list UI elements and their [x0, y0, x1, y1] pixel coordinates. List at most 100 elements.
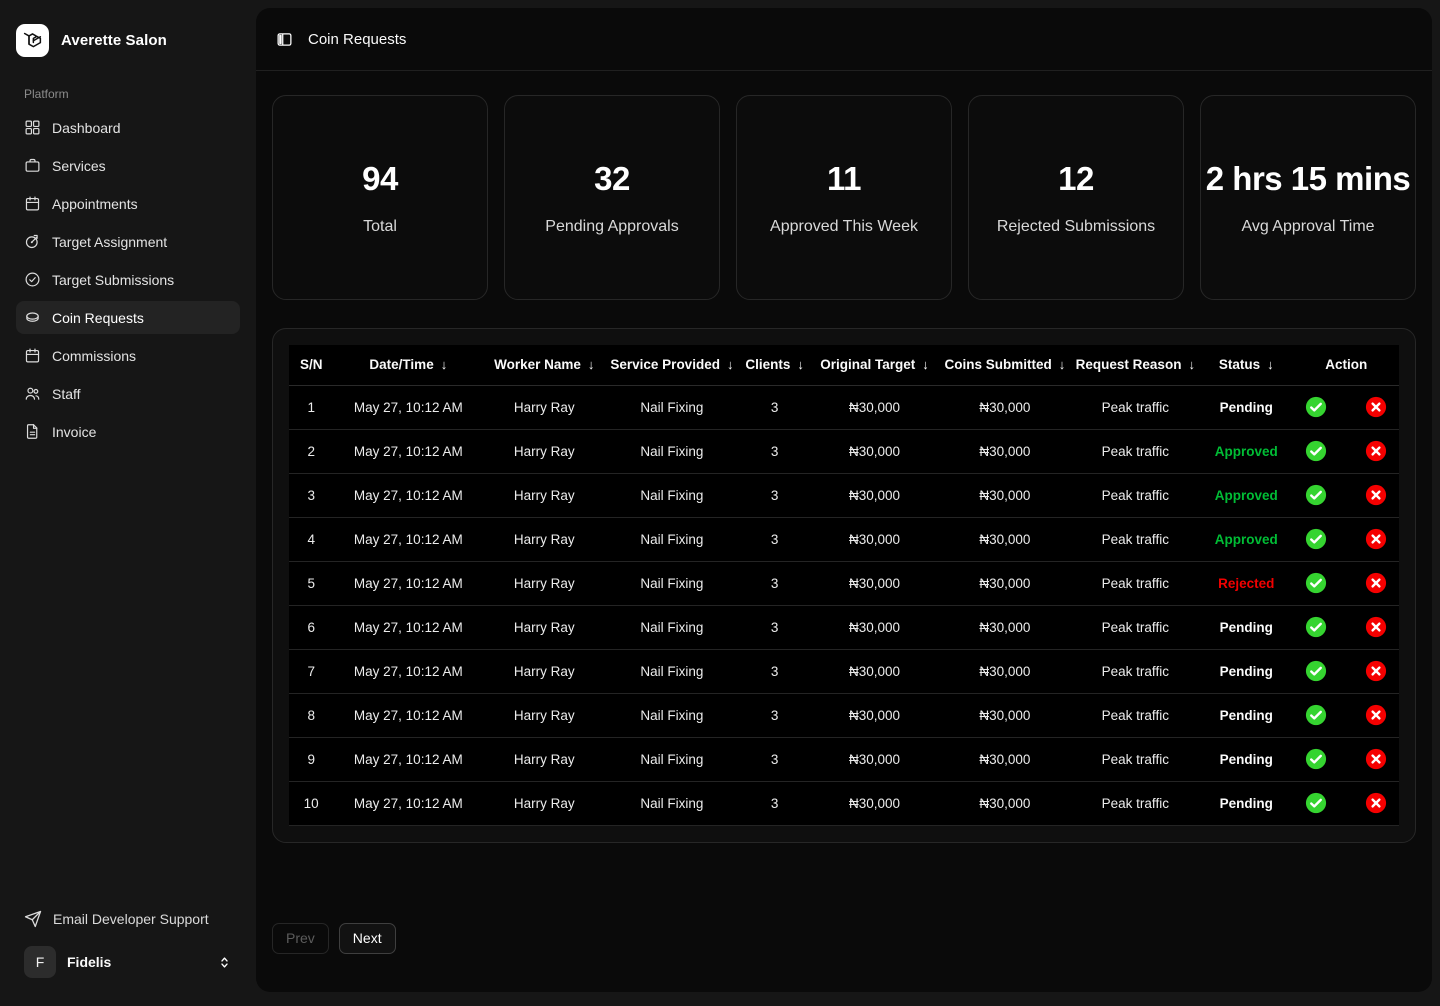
cell-datetime: May 27, 10:12 AM — [333, 473, 484, 518]
email-support-button[interactable]: Email Developer Support — [16, 906, 240, 932]
cell-sn: 1 — [289, 385, 334, 430]
cell-datetime: May 27, 10:12 AM — [333, 781, 484, 826]
sidebar-item-commissions[interactable]: Commissions — [16, 339, 240, 372]
column-header[interactable]: Original Target ↓ — [810, 345, 939, 386]
approve-button[interactable] — [1305, 396, 1327, 418]
status-badge: Approved — [1199, 473, 1294, 518]
reject-button[interactable] — [1365, 484, 1387, 506]
approve-button[interactable] — [1305, 484, 1327, 506]
sidebar-item-target-submissions[interactable]: Target Submissions — [16, 263, 240, 296]
send-icon — [24, 910, 42, 928]
stat-card: 12 Rejected Submissions — [968, 95, 1184, 300]
cell-worker-name: Harry Ray — [483, 737, 606, 782]
cell-datetime: May 27, 10:12 AM — [333, 737, 484, 782]
sidebar-item-dashboard[interactable]: Dashboard — [16, 111, 240, 144]
reject-button[interactable] — [1365, 748, 1387, 770]
stat-card: 2 hrs 15 mins Avg Approval Time — [1200, 95, 1416, 300]
column-header[interactable]: Date/Time ↓ — [333, 345, 484, 386]
email-support-label: Email Developer Support — [53, 911, 209, 927]
column-header[interactable]: Service Provided ↓ — [605, 345, 739, 386]
next-page-button[interactable]: Next — [338, 922, 396, 954]
reject-button[interactable] — [1365, 528, 1387, 550]
sort-descending-icon[interactable]: ↓ — [1058, 357, 1066, 373]
circle-check-icon — [24, 271, 41, 288]
sort-descending-icon[interactable]: ↓ — [1188, 357, 1195, 373]
avatar: F — [24, 946, 56, 978]
cell-datetime: May 27, 10:12 AM — [333, 693, 484, 738]
coin-requests-table: S/N Date/Time ↓ Worker Name ↓ Service Prov… — [289, 345, 1399, 826]
sidebar-item-label: Dashboard — [52, 119, 121, 136]
column-header[interactable]: Clients ↓ — [738, 345, 811, 386]
sidebar-item-target-assignment[interactable]: Target Assignment — [16, 225, 240, 258]
reject-button[interactable] — [1365, 660, 1387, 682]
cell-request-reason: Peak traffic — [1071, 473, 1200, 518]
approve-button[interactable] — [1305, 528, 1327, 550]
table-row: 2 May 27, 10:12 AM Harry Ray Nail Fixing… — [289, 429, 1399, 474]
approve-button[interactable] — [1305, 616, 1327, 638]
sidebar-item-appointments[interactable]: Appointments — [16, 187, 240, 220]
calendar-icon — [24, 195, 41, 212]
column-header[interactable]: Status ↓ — [1199, 345, 1294, 386]
cell-service: Nail Fixing — [605, 473, 739, 518]
column-header[interactable]: S/N — [289, 345, 334, 386]
grid-icon — [24, 119, 41, 136]
main-header: Coin Requests — [256, 8, 1432, 71]
stat-card: 11 Approved This Week — [736, 95, 952, 300]
approve-button[interactable] — [1305, 440, 1327, 462]
cell-clients: 3 — [738, 781, 811, 826]
cell-coins-submitted: ₦30,000 — [938, 693, 1072, 738]
cell-action — [1293, 649, 1399, 694]
sort-descending-icon[interactable]: ↓ — [587, 357, 595, 373]
column-header[interactable]: Request Reason ↓ — [1071, 345, 1200, 386]
stat-label: Pending Approvals — [545, 217, 679, 235]
sort-descending-icon[interactable]: ↓ — [726, 357, 734, 373]
sidebar-item-label: Invoice — [52, 423, 97, 440]
table-row: 1 May 27, 10:12 AM Harry Ray Nail Fixing… — [289, 385, 1399, 430]
reject-button[interactable] — [1365, 572, 1387, 594]
sidebar-item-label: Target Assignment — [52, 233, 168, 250]
column-header[interactable]: Worker Name ↓ — [483, 345, 606, 386]
cell-worker-name: Harry Ray — [483, 561, 606, 606]
sidebar-item-staff[interactable]: Staff — [16, 377, 240, 410]
sidebar-footer: Email Developer Support F Fidelis — [0, 894, 256, 1006]
approve-button[interactable] — [1305, 660, 1327, 682]
approve-button[interactable] — [1305, 792, 1327, 814]
column-header[interactable]: Coins Submitted ↓ — [938, 345, 1072, 386]
sort-descending-icon[interactable]: ↓ — [922, 357, 929, 373]
column-header[interactable]: Action — [1293, 345, 1399, 386]
cell-worker-name: Harry Ray — [483, 649, 606, 694]
reject-button[interactable] — [1365, 792, 1387, 814]
cell-coins-submitted: ₦30,000 — [938, 517, 1072, 562]
user-menu[interactable]: F Fidelis — [16, 946, 240, 978]
cell-request-reason: Peak traffic — [1071, 781, 1200, 826]
sidebar-item-services[interactable]: Services — [16, 149, 240, 182]
approve-button[interactable] — [1305, 704, 1327, 726]
cell-sn: 10 — [289, 781, 334, 826]
sidebar: Averette Salon Platform Dashboard Servic… — [0, 0, 256, 1006]
cell-datetime: May 27, 10:12 AM — [333, 517, 484, 562]
approve-button[interactable] — [1305, 748, 1327, 770]
cell-service: Nail Fixing — [605, 649, 739, 694]
stat-card: 32 Pending Approvals — [504, 95, 720, 300]
status-badge: Approved — [1199, 429, 1294, 474]
sort-descending-icon[interactable]: ↓ — [797, 357, 804, 373]
cell-original-target: ₦30,000 — [810, 473, 939, 518]
cell-request-reason: Peak traffic — [1071, 693, 1200, 738]
approve-button[interactable] — [1305, 572, 1327, 594]
stat-value: 11 — [827, 159, 861, 197]
brand[interactable]: Averette Salon — [0, 0, 256, 57]
table-row: 8 May 27, 10:12 AM Harry Ray Nail Fixing… — [289, 693, 1399, 738]
sidebar-item-coin-requests[interactable]: Coin Requests — [16, 301, 240, 334]
reject-button[interactable] — [1365, 704, 1387, 726]
sidebar-item-invoice[interactable]: Invoice — [16, 415, 240, 448]
reject-button[interactable] — [1365, 440, 1387, 462]
sidebar-toggle-icon[interactable] — [276, 31, 293, 48]
reject-button[interactable] — [1365, 396, 1387, 418]
prev-page-button[interactable]: Prev — [272, 922, 329, 954]
stat-value: 2 hrs 15 mins — [1205, 159, 1411, 197]
reject-button[interactable] — [1365, 616, 1387, 638]
main-panel: Coin Requests 94 Total 32 Pending Approv… — [256, 8, 1432, 992]
sort-descending-icon[interactable]: ↓ — [440, 357, 448, 373]
sort-descending-icon[interactable]: ↓ — [1267, 357, 1274, 373]
cell-coins-submitted: ₦30,000 — [938, 737, 1072, 782]
